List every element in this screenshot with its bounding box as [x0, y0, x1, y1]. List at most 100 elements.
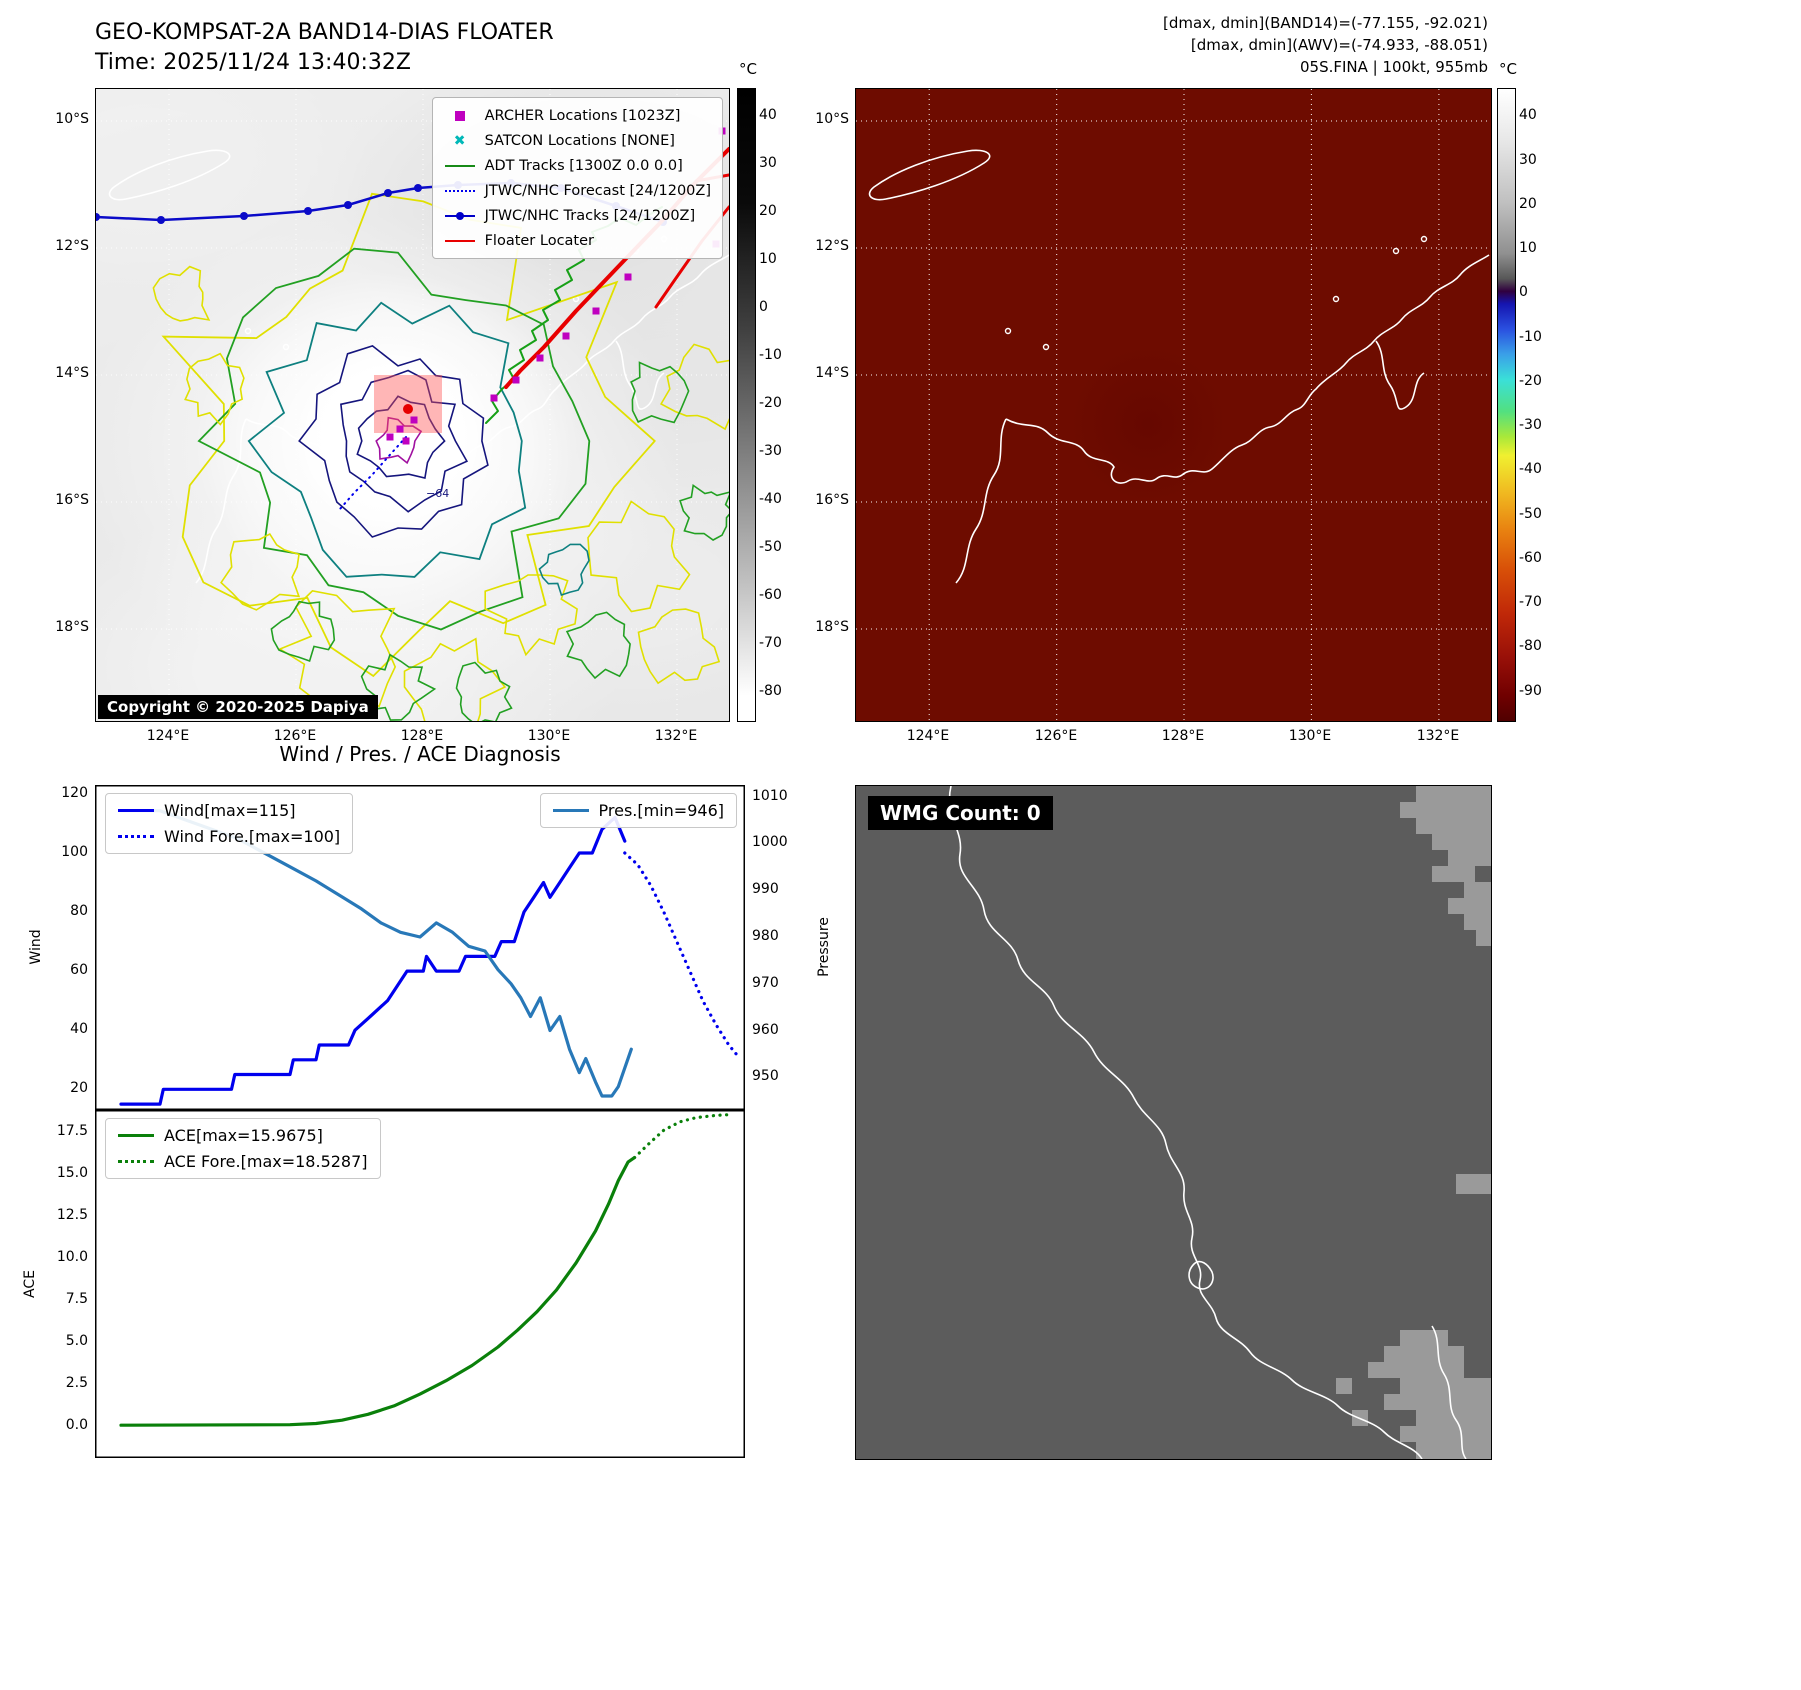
band14-colorbar-tick-label: 0 [759, 299, 768, 315]
awv-lon-tick-label: 130°E [1288, 728, 1332, 744]
diagnosis-title: Wind / Pres. / ACE Diagnosis [279, 742, 561, 766]
awv-colorbar-tick-label: -40 [1519, 461, 1542, 477]
awv-lat-tick-label: 14°S [815, 365, 849, 381]
legend-line-sample-icon [118, 809, 154, 812]
awv-colorbar-tick-label: -20 [1519, 373, 1542, 389]
band14-colorbar [737, 88, 756, 722]
coastline [245, 254, 729, 484]
chart-legend: ACE[max=15.9675] ACE Fore.[max=18.5287] [105, 1118, 381, 1179]
wind-pressure-chart: Wind[max=115] Wind Fore.[max=100] Pres.[mi… [95, 785, 745, 1110]
map-legend-label: ADT Tracks [1300Z 0.0 0.0] [484, 157, 683, 174]
awv-colorbar-tick-label: -60 [1519, 550, 1542, 566]
chart-left-tick-label: 10.0 [56, 1249, 88, 1265]
map-legend-label: JTWC/NHC Tracks [24/1200Z] [484, 207, 696, 224]
chart-right-tick-label: 970 [752, 975, 779, 991]
chart-left-tick-label: 2.5 [65, 1375, 88, 1391]
awv-colorbar-tick-label: 10 [1519, 240, 1537, 256]
coastline [948, 786, 1423, 1459]
band14-colorbar-tick-label: 40 [759, 107, 777, 123]
wind-axis-label: Wind [28, 929, 44, 965]
chart-right-tick-label: 950 [752, 1068, 779, 1084]
awv-lat-tick-label: 10°S [815, 111, 849, 127]
chart-left-tick-label: 100 [61, 844, 88, 860]
map-legend-label: Floater Locater [484, 232, 595, 249]
legend-line-sample-icon [118, 835, 154, 838]
awv-satellite-map [855, 88, 1492, 722]
band14-lat-tick-label: 14°S [55, 365, 89, 381]
chart-legend-label: Wind Fore.[max=100] [164, 827, 341, 846]
dotted-legend-marker-icon [444, 189, 476, 192]
coastline [615, 340, 665, 410]
coastline [1375, 340, 1425, 410]
band14-title: GEO-KOMPSAT-2A BAND14-DIAS FLOATER [95, 20, 554, 45]
chart-right-tick-label: 960 [752, 1022, 779, 1038]
band14-colorbar-tick-label: 10 [759, 251, 777, 267]
awv-colorbar-tick-label: 0 [1519, 284, 1528, 300]
awv-lon-tick-label: 126°E [1034, 728, 1078, 744]
awv-colorbar-tick-label: 40 [1519, 107, 1537, 123]
map-legend: ARCHER Locations [1023Z] ✖ SATCON Location… [431, 97, 723, 259]
chart-left-tick-label: 0.0 [65, 1417, 88, 1433]
chart-left-tick-label: 60 [70, 962, 88, 978]
band14-colorbar-tick-label: -20 [759, 395, 782, 411]
band14-lat-tick-label: 12°S [55, 238, 89, 254]
awv-header-line-1: [dmax, dmin](BAND14)=(-77.155, -92.021) [1163, 14, 1488, 32]
legend-line-sample-icon [118, 1134, 154, 1137]
awv-overlay [856, 89, 1491, 721]
band14-colorbar-tick-label: 30 [759, 155, 777, 171]
chart-legend-item: Wind Fore.[max=100] [118, 827, 340, 846]
map-legend-item: Floater Locater [444, 230, 711, 251]
awv-colorbar-tick-label: -70 [1519, 594, 1542, 610]
awv-colorbar [1497, 88, 1516, 722]
chart-right-tick-label: 980 [752, 928, 779, 944]
chart-left-tick-label: 40 [70, 1021, 88, 1037]
chart-legend: Wind[max=115] Wind Fore.[max=100] [105, 793, 354, 854]
chart-right-tick-label: 1010 [752, 788, 788, 804]
awv-lon-tick-label: 124°E [906, 728, 950, 744]
chart-legend-label: Pres.[min=946] [598, 801, 724, 820]
awv-colorbar-tick-label: -80 [1519, 638, 1542, 654]
map-legend-item: JTWC/NHC Forecast [24/1200Z] [444, 180, 711, 201]
band14-colorbar-tick-label: -60 [759, 587, 782, 603]
awv-header: [dmax, dmin](BAND14)=(-77.155, -92.021) … [1163, 12, 1488, 78]
wmg-map-panel: WMG Count: 0 [855, 785, 1492, 1460]
chart-right-tick-label: 1000 [752, 834, 788, 850]
map-legend-label: SATCON Locations [NONE] [484, 132, 675, 149]
band14-lon-tick-label: 124°E [146, 728, 190, 744]
chart-legend-item: ACE[max=15.9675] [118, 1126, 368, 1145]
coastline [195, 418, 247, 584]
awv-colorbar-tick-label: 30 [1519, 152, 1537, 168]
awv-colorbar-unit: °C [1499, 60, 1517, 78]
coastline [1431, 1325, 1467, 1459]
awv-colorbar-tick-label: -50 [1519, 506, 1542, 522]
awv-colorbar-tick-label: -30 [1519, 417, 1542, 433]
awv-colorbar-tick-label: -10 [1519, 329, 1542, 345]
awv-lon-tick-label: 128°E [1161, 728, 1205, 744]
chart-left-tick-label: 20 [70, 1080, 88, 1096]
legend-line-sample-icon [552, 809, 589, 812]
band14-colorbar-tick-label: -30 [759, 443, 782, 459]
chart-legend-item: Wind[max=115] [118, 801, 340, 820]
ace-chart: ACE[max=15.9675] ACE Fore.[max=18.5287] [95, 1110, 745, 1458]
awv-lat-tick-label: 12°S [815, 238, 849, 254]
map-legend-item: ADT Tracks [1300Z 0.0 0.0] [444, 155, 711, 176]
band14-lon-tick-label: 126°E [273, 728, 317, 744]
pressure-axis-label: Pressure [816, 917, 832, 977]
map-legend-item: ARCHER Locations [1023Z] [444, 105, 711, 126]
awv-header-line-2: [dmax, dmin](AWV)=(-74.933, -88.051) [1190, 36, 1488, 54]
wmg-map-overlay [948, 786, 1491, 1459]
band14-satellite-map: ARCHER Locations [1023Z] ✖ SATCON Location… [95, 88, 730, 722]
line-legend-marker-icon [444, 239, 476, 242]
band14-colorbar-unit: °C [739, 60, 757, 78]
chart-left-tick-label: 80 [70, 903, 88, 919]
awv-lat-tick-label: 16°S [815, 492, 849, 508]
chart-left-tick-label: 12.5 [56, 1207, 88, 1223]
band14-lat-tick-label: 16°S [55, 492, 89, 508]
chart-legend-label: ACE[max=15.9675] [164, 1126, 323, 1145]
chart-left-tick-label: 15.0 [56, 1165, 88, 1181]
band14-lon-tick-label: 132°E [654, 728, 698, 744]
band14-lat-tick-label: 18°S [55, 619, 89, 635]
band14-colorbar-tick-label: -10 [759, 347, 782, 363]
chart-legend-item: ACE Fore.[max=18.5287] [118, 1152, 368, 1171]
